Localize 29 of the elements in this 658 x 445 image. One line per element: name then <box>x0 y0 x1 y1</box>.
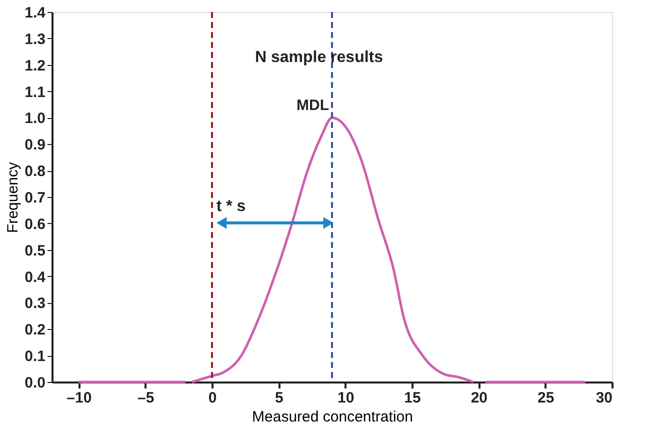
y-tick-label: 0.9 <box>24 136 46 154</box>
y-tick-label: 0.2 <box>24 322 46 339</box>
x-tick-label: 10 <box>337 390 354 406</box>
ref-line-label: MDL <box>296 97 329 114</box>
y-tick-label: 1.3 <box>24 30 46 48</box>
y-tick-label: 0.4 <box>24 268 46 286</box>
x-tick-label: –5 <box>137 390 154 406</box>
x-tick-label: 20 <box>470 390 488 406</box>
x-tick-label: 0 <box>208 390 217 406</box>
y-tick-label: 0.1 <box>24 348 46 366</box>
y-tick-label: 1.1 <box>24 84 46 101</box>
x-tick-label: 15 <box>404 390 421 406</box>
y-axis-title: Frequency <box>4 162 22 233</box>
x-tick-label: –10 <box>66 390 92 406</box>
y-tick-label: 1.2 <box>24 57 46 74</box>
y-tick-label: 0.7 <box>24 190 46 206</box>
x-tick-label: 30 <box>596 390 612 406</box>
y-tick-label: 1.0 <box>24 110 46 128</box>
annotation: N sample results <box>254 49 384 66</box>
y-tick-label: 0.6 <box>24 216 46 233</box>
x-tick-label: 5 <box>274 390 284 406</box>
annotation: t * s <box>216 198 246 215</box>
y-tick-label: 0.8 <box>24 163 46 180</box>
y-tick-label: 0.0 <box>24 374 46 392</box>
x-axis-title: Measured concentration <box>252 408 413 426</box>
x-tick-label: 25 <box>537 390 554 406</box>
y-tick-label: 0.5 <box>24 242 46 260</box>
y-tick-label: 0.3 <box>24 295 46 312</box>
y-tick-label: 1.4 <box>24 4 46 22</box>
